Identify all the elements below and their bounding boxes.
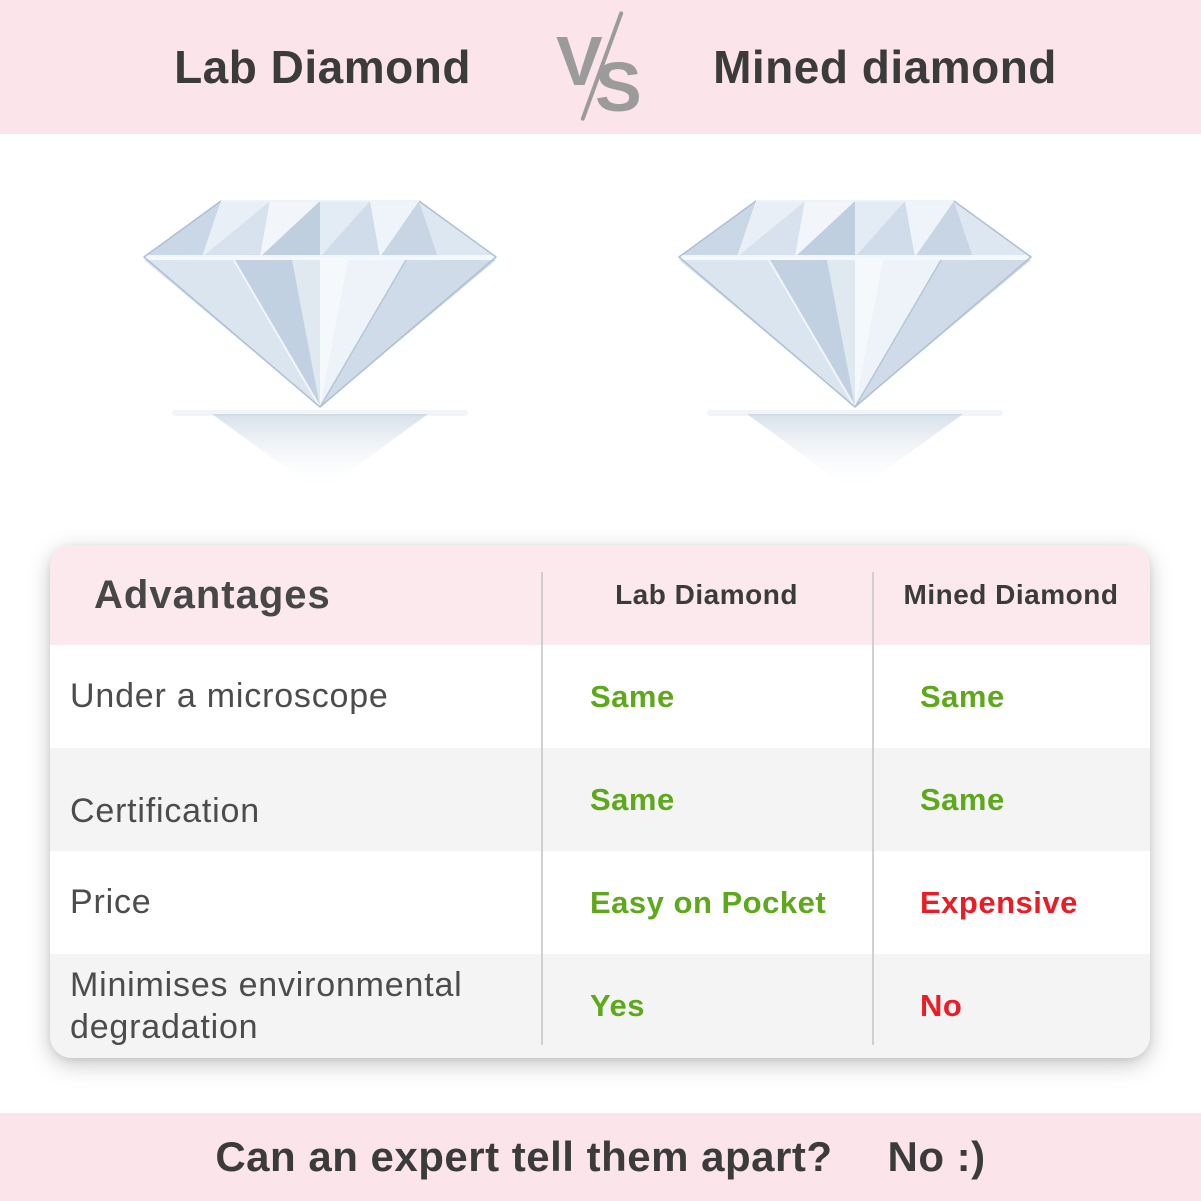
- vs-letter-s: S: [595, 48, 642, 126]
- table-row-price: Price Easy on Pocket Expensive: [50, 851, 1150, 954]
- table-row-microscope: Under a microscope Same Same: [50, 645, 1150, 748]
- lab-diamond-image: [142, 195, 498, 505]
- footer-banner: Can an expert tell them apart? No :): [0, 1113, 1201, 1201]
- right-diamond-title: Mined diamond: [713, 41, 1057, 93]
- mined-value: Same: [920, 781, 1005, 817]
- row-label: Price: [70, 883, 152, 922]
- lab-value: Easy on Pocket: [590, 884, 827, 920]
- top-banner: Lab Diamond V S Mined diamond: [0, 0, 1201, 134]
- comparison-table-card: Advantages Lab Diamond Mined Diamond Und…: [50, 545, 1150, 1058]
- table-header-row: Advantages Lab Diamond Mined Diamond: [50, 545, 1150, 645]
- lab-value: Same: [590, 781, 675, 817]
- row-label: Under a microscope: [70, 677, 389, 716]
- mined-value: Same: [920, 678, 1005, 714]
- table-row-environment: Minimises environmental degradation Yes …: [50, 954, 1150, 1058]
- lab-value: Yes: [590, 988, 645, 1023]
- mined-value: No: [920, 988, 963, 1023]
- row-label: Certification: [70, 792, 260, 831]
- mined-diamond-column-header: Mined Diamond: [903, 579, 1119, 610]
- mined-value: Expensive: [920, 884, 1078, 920]
- left-diamond-title: Lab Diamond: [174, 41, 471, 93]
- advantages-header: Advantages: [94, 572, 331, 617]
- table-row-certification: Certification Same Same: [50, 748, 1150, 851]
- column-divider-2: [872, 572, 874, 1045]
- vs-letter-v: V: [556, 22, 603, 100]
- lab-diamond-column-header: Lab Diamond: [615, 579, 798, 610]
- footer-question: Can an expert tell them apart?: [215, 1133, 833, 1180]
- column-divider-1: [541, 572, 543, 1045]
- vs-emblem: V S: [540, 0, 660, 134]
- lab-value: Same: [590, 678, 675, 714]
- footer-answer: No :): [887, 1133, 986, 1180]
- row-label: Minimises environmental degradation: [70, 965, 463, 1047]
- mined-diamond-image: [677, 195, 1033, 505]
